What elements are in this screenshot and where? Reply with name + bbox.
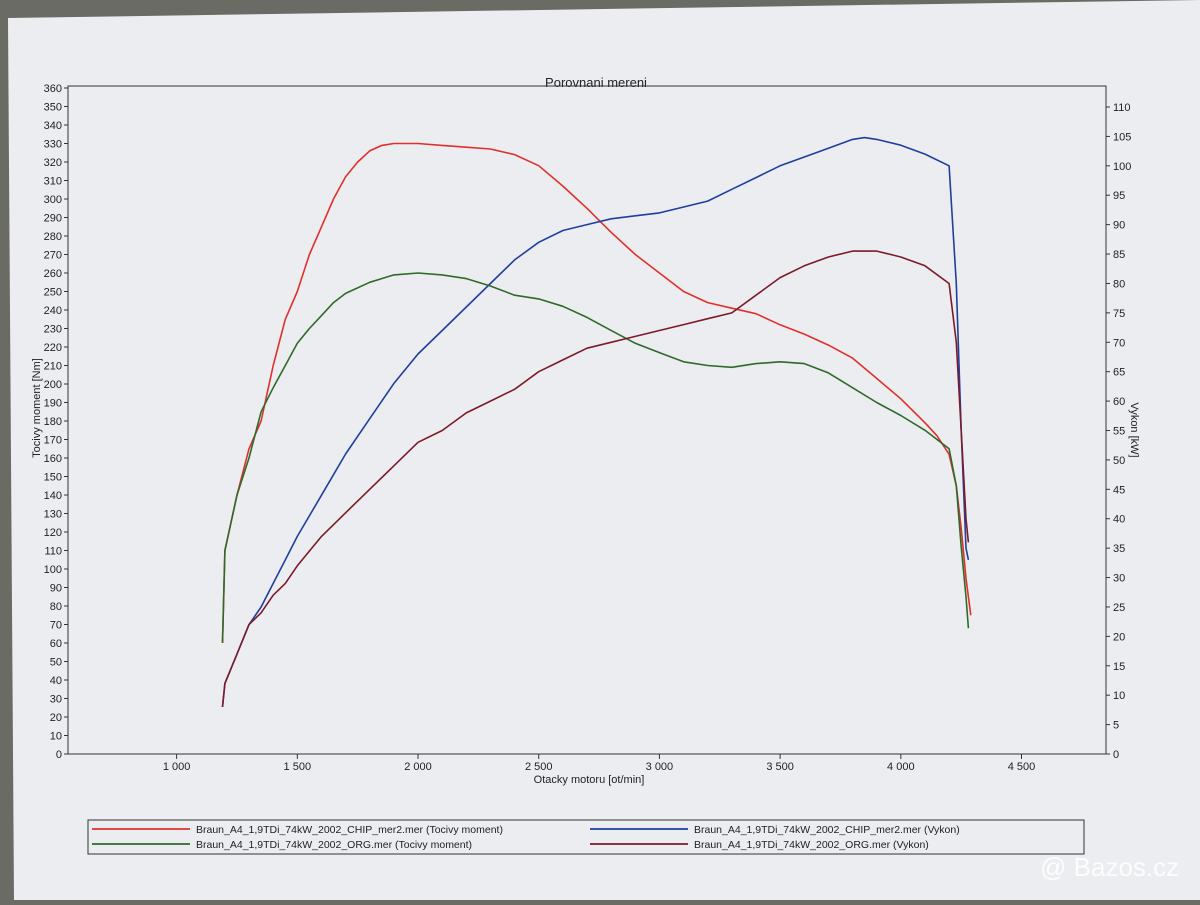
legend-box: [87, 819, 1085, 855]
y2-axis-label: Vykon [kW]: [1128, 402, 1140, 457]
y2-tick-label: 25: [1113, 602, 1125, 614]
y-tick-label: 270: [44, 250, 62, 262]
x-axis: 1 000 1 500 2 000 2 500 3 000 3 500 4 000 4 500: [163, 754, 1035, 773]
series-line-1: [221, 142, 972, 644]
y-tick-label: 80: [50, 601, 62, 613]
y-tick-label: 160: [44, 453, 62, 465]
y-tick-label: 180: [44, 416, 62, 428]
chart-title: Porovnani mereni: [545, 75, 647, 90]
y-tick-label: 0: [56, 749, 62, 761]
y-tick-label: 130: [44, 509, 62, 521]
y2-tick-label: 110: [1113, 102, 1131, 114]
y-tick-label: 90: [50, 583, 62, 595]
series-line-4: [221, 250, 970, 707]
y2-tick-label: 95: [1113, 190, 1125, 202]
x-tick-label: 1 500: [284, 761, 312, 773]
y2-tick-label: 45: [1113, 484, 1125, 496]
y-tick-label: 150: [44, 472, 62, 484]
paper-sheet: [8, 0, 1200, 900]
y2-tick-label: 40: [1113, 514, 1125, 526]
series-line-3: [221, 272, 970, 644]
y-tick-label: 190: [44, 398, 62, 410]
y2-tick-label: 50: [1113, 455, 1125, 467]
y-tick-label: 260: [44, 268, 62, 280]
y-tick-label: 40: [50, 675, 62, 687]
y-tick-label: 70: [50, 620, 62, 632]
y2-tick-label: 75: [1113, 308, 1125, 320]
y2-tick-label: 5: [1113, 720, 1119, 732]
plot-frame: [67, 85, 1107, 755]
y-tick-label: 320: [44, 157, 62, 169]
legend-label-2: Braun_A4_1,9TDi_74kW_2002_CHIP_mer2.mer …: [694, 824, 960, 836]
x-tick-label: 3 000: [646, 761, 674, 773]
y-tick-label: 230: [44, 324, 62, 336]
series-lines: [221, 136, 972, 707]
x-tick-label: 2 500: [525, 761, 553, 773]
watermark: @ Bazos.cz: [1040, 852, 1179, 883]
y2-tick-label: 55: [1113, 426, 1125, 438]
y-tick-label: 350: [44, 102, 62, 114]
y-tick-label: 330: [44, 139, 62, 151]
y-tick-label: 250: [44, 287, 62, 299]
y-tick-label: 280: [44, 231, 62, 243]
legend-label-1: Braun_A4_1,9TDi_74kW_2002_CHIP_mer2.mer …: [196, 824, 503, 836]
y-tick-label: 310: [44, 176, 62, 188]
y-axis-right: 0 5 10 15 20 25 30 35 40 45 50 55 60 65 70 75 80 85 90 95 10…: [1106, 102, 1131, 761]
y-axis-label: Tocivy moment [Nm]: [31, 358, 43, 458]
y-tick-label: 240: [44, 305, 62, 317]
watermark-text: Bazos.cz: [1073, 852, 1180, 882]
y-tick-label: 20: [50, 712, 62, 724]
plot-border: [67, 85, 1107, 755]
x-axis-label: Otacky motoru [ot/min]: [534, 774, 645, 786]
y2-tick-label: 60: [1113, 396, 1125, 408]
y-tick-label: 30: [50, 694, 62, 706]
y-tick-label: 200: [44, 379, 62, 391]
y-tick-label: 100: [44, 564, 62, 576]
y2-tick-label: 35: [1113, 543, 1125, 555]
x-tick-label: 2 000: [404, 761, 432, 773]
y-tick-label: 50: [50, 657, 62, 669]
y2-tick-label: 100: [1113, 161, 1131, 173]
y-tick-label: 10: [50, 731, 62, 743]
x-tick-label: 1 000: [163, 761, 191, 773]
paper-background: [8, 0, 1200, 900]
y-tick-label: 170: [44, 435, 62, 447]
x-tick-label: 4 500: [1008, 761, 1036, 773]
legend-label-3: Braun_A4_1,9TDi_74kW_2002_ORG.mer (Tociv…: [196, 839, 472, 851]
y2-tick-label: 85: [1113, 249, 1125, 261]
y-tick-label: 290: [44, 213, 62, 225]
y2-tick-label: 105: [1113, 131, 1131, 143]
series-line-2: [221, 136, 970, 707]
y2-tick-label: 90: [1113, 220, 1125, 232]
y2-tick-label: 0: [1113, 749, 1119, 761]
y-tick-label: 340: [44, 120, 62, 132]
y-tick-label: 210: [44, 361, 62, 373]
x-tick-label: 4 000: [887, 761, 915, 773]
y2-tick-label: 15: [1113, 661, 1125, 673]
legend-label-4: Braun_A4_1,9TDi_74kW_2002_ORG.mer (Vykon…: [694, 839, 929, 851]
y2-tick-label: 30: [1113, 573, 1125, 585]
y-tick-label: 360: [44, 83, 62, 95]
y2-tick-label: 80: [1113, 278, 1125, 290]
y2-tick-label: 20: [1113, 631, 1125, 643]
y-tick-label: 220: [44, 342, 62, 354]
y-tick-label: 120: [44, 527, 62, 539]
at-icon: @: [1040, 852, 1067, 882]
x-tick-label: 3 500: [766, 761, 794, 773]
y2-tick-label: 70: [1113, 337, 1125, 349]
y-axis-left: 0 10 20 30 40 50 60 70 80 90 100 110 120 130 140 150 160…: [44, 83, 68, 761]
y-tick-label: 140: [44, 490, 62, 502]
legend: Braun_A4_1,9TDi_74kW_2002_CHIP_mer2.mer …: [87, 819, 1085, 855]
y2-tick-label: 10: [1113, 690, 1125, 702]
y2-tick-label: 65: [1113, 367, 1125, 379]
y-tick-label: 60: [50, 638, 62, 650]
y-tick-label: 110: [44, 546, 62, 558]
y-tick-label: 300: [44, 194, 62, 206]
